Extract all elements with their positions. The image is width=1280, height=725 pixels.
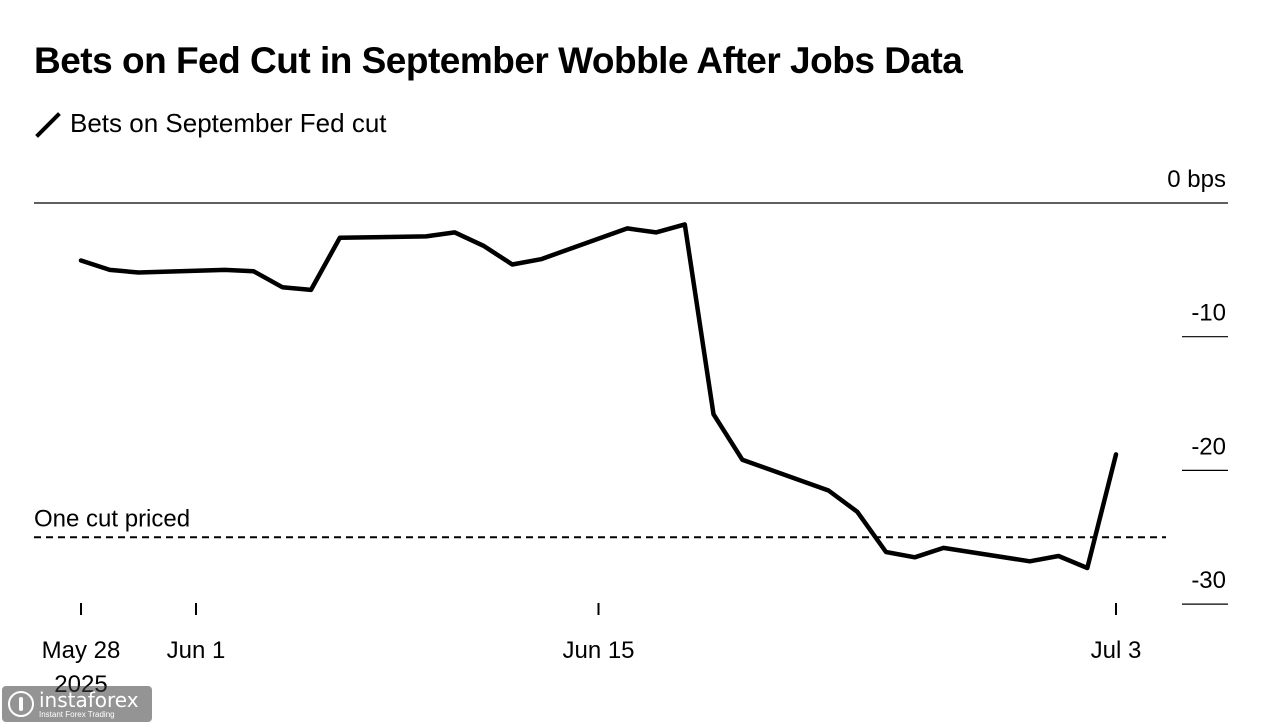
legend-label: Bets on September Fed cut (70, 108, 387, 138)
x-tick-label: Jun 1 (167, 637, 226, 664)
y-tick-label: -10 (1191, 300, 1226, 327)
x-tick-label: Jun 15 (562, 637, 634, 664)
instaforex-logo-icon (8, 691, 34, 717)
y-tick-label: -20 (1191, 433, 1226, 460)
legend: Bets on September Fed cut (34, 108, 387, 139)
x-tick-label: Jul 3 (1091, 637, 1142, 664)
x-tick-label: May 28 (42, 637, 121, 664)
y-tick-label: -30 (1191, 567, 1226, 594)
reference-line-label: One cut priced (34, 505, 190, 532)
watermark-name: instaforex (39, 687, 139, 712)
watermark-tagline: Instant Forex Trading (39, 709, 115, 719)
reference-layer: One cut priced (34, 505, 1166, 539)
series-line (78, 222, 1119, 571)
chart-title: Bets on Fed Cut in September Wobble Afte… (34, 40, 963, 81)
series-layer (78, 222, 1119, 571)
y-tick-label: 0 bps (1167, 166, 1226, 193)
watermark: instaforex Instant Forex Trading (2, 686, 152, 722)
legend-line-swatch-icon (35, 111, 61, 138)
